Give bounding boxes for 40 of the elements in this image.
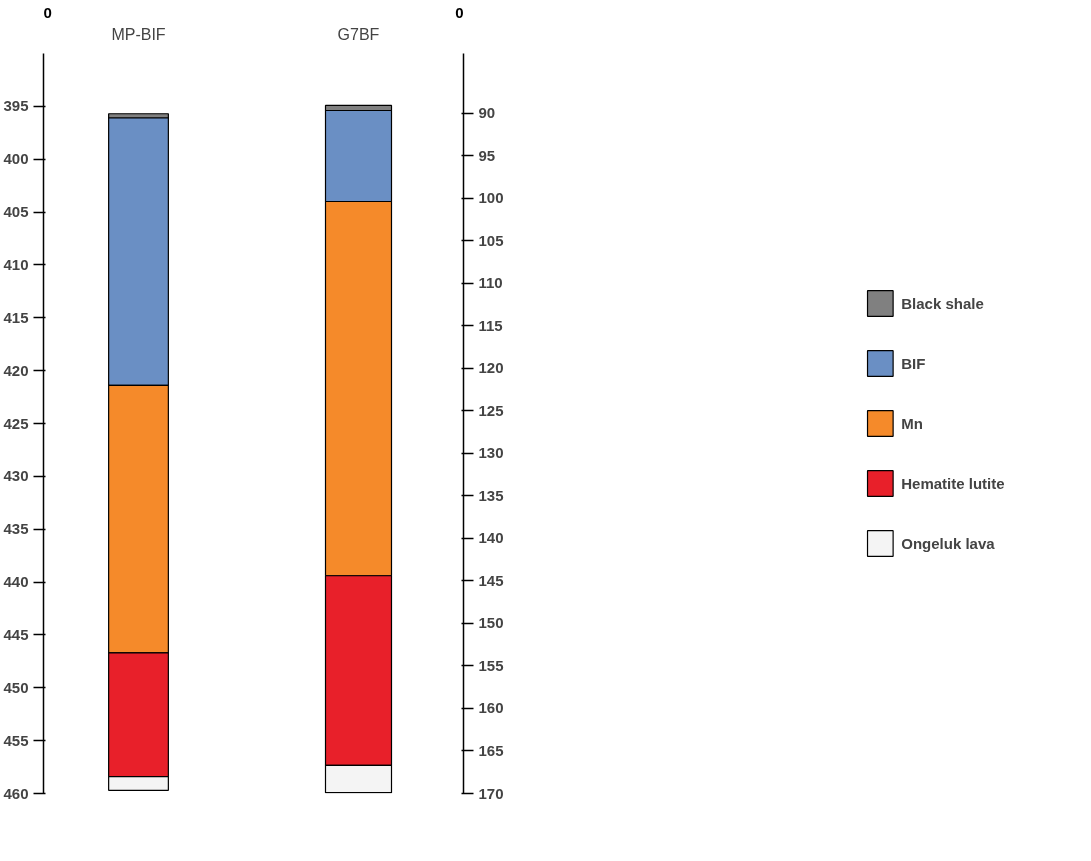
y-tick-label: 445 [3, 625, 29, 643]
y-tick-label: 395 [3, 97, 29, 115]
y-tick-label: 440 [3, 573, 29, 591]
legend-label: Ongeluk lava [901, 534, 995, 552]
legend-label: Mn [901, 414, 923, 432]
y-tick-label: 135 [478, 486, 504, 504]
y-tick-label: 150 [478, 614, 504, 632]
legend-label: Hematite lutite [901, 474, 1005, 492]
y-tick-label: 400 [3, 150, 29, 168]
y-tick-label: 155 [478, 656, 504, 674]
y-tick-label: 435 [3, 520, 29, 538]
y-tick-label: 100 [478, 189, 504, 207]
y-tick-label: 460 [3, 784, 29, 802]
y-tick-label: 110 [478, 274, 503, 292]
y-tick-label: 90 [478, 104, 496, 122]
y-tick-label: 170 [478, 784, 504, 802]
y-tick-label: 420 [3, 361, 29, 379]
legend-label: Black shale [901, 294, 984, 312]
y-tick-label: 410 [3, 255, 29, 273]
y-tick-label: 450 [3, 678, 29, 696]
y-tick-label: 415 [3, 308, 29, 326]
y-tick-label: 120 [478, 359, 504, 377]
y-tick-label: 125 [478, 401, 504, 419]
y-tick-label: 105 [478, 231, 504, 249]
y-tick-label: 405 [3, 203, 29, 221]
x-tick-label: MP-BIF [111, 25, 166, 43]
y-tick-label: 160 [478, 699, 504, 717]
y-tick-label: 430 [3, 467, 29, 485]
text: 0 [43, 3, 52, 21]
legend-label: BIF [901, 354, 926, 372]
x-tick-label: G7BF [337, 25, 380, 43]
y-tick-label: 425 [3, 414, 29, 432]
text: 0 [455, 3, 464, 21]
y-tick-label: 455 [3, 731, 29, 749]
y-tick-label: 165 [478, 741, 504, 759]
y-tick-label: 140 [478, 529, 504, 547]
y-tick-label: 145 [478, 571, 504, 589]
y-tick-label: 130 [478, 444, 504, 462]
y-tick-label: 115 [478, 316, 503, 334]
y-tick-label: 95 [478, 146, 496, 164]
